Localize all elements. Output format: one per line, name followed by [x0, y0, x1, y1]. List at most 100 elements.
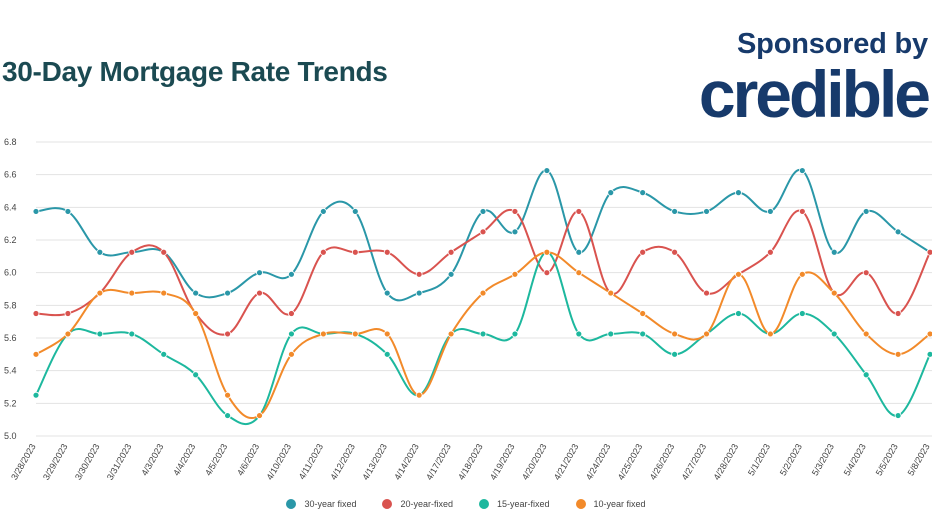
- data-point-30-year-fixed: [256, 269, 263, 277]
- data-point-20-year-fixed: [319, 248, 327, 256]
- sponsor-block: Sponsored by credible: [698, 28, 931, 131]
- data-point-10-year-fixed: [639, 310, 647, 317]
- data-point-10-year-fixed: [319, 330, 327, 338]
- x-tick-label: 5/4/2023: [842, 442, 868, 477]
- data-point-10-year-fixed: [830, 289, 838, 297]
- data-point-10-year-fixed: [735, 270, 742, 278]
- data-point-20-year-fixed: [926, 248, 932, 256]
- y-tick-label: 5.8: [4, 300, 17, 310]
- data-point-20-year-fixed: [128, 248, 136, 256]
- x-tick-label: 5/3/2023: [810, 442, 836, 477]
- data-point-30-year-fixed: [798, 167, 806, 174]
- data-point-30-year-fixed: [766, 208, 774, 215]
- y-tick-label: 5.0: [4, 431, 17, 441]
- data-point-20-year-fixed: [447, 248, 455, 256]
- data-point-20-year-fixed: [862, 269, 870, 277]
- x-tick-label: 5/1/2023: [746, 442, 772, 477]
- sponsor-text: Sponsored by: [737, 28, 928, 60]
- data-point-30-year-fixed: [224, 289, 231, 297]
- data-point-15-year-fixed: [511, 330, 519, 338]
- data-point-30-year-fixed: [703, 208, 710, 215]
- legend-item-15-year-fixed[interactable]: 15-year-fixed: [479, 499, 550, 509]
- data-point-20-year-fixed: [543, 269, 551, 277]
- y-tick-label: 6.8: [4, 137, 17, 147]
- x-tick-label: 3/31/2023: [105, 442, 134, 482]
- data-point-10-year-fixed: [160, 289, 168, 297]
- data-point-15-year-fixed: [639, 330, 647, 338]
- data-point-20-year-fixed: [32, 310, 40, 317]
- data-point-30-year-fixed: [319, 208, 327, 215]
- x-tick-label: 4/20/2023: [520, 442, 549, 482]
- data-point-15-year-fixed: [160, 350, 168, 358]
- data-point-20-year-fixed: [224, 330, 231, 338]
- chart-legend: 30-year fixed 20-year-fixed 15-year-fixed 1…: [0, 499, 932, 509]
- x-tick-label: 4/19/2023: [488, 442, 517, 482]
- x-tick-label: 3/30/2023: [73, 442, 102, 482]
- data-point-10-year-fixed: [256, 412, 263, 419]
- x-tick-label: 4/14/2023: [392, 442, 421, 482]
- legend-item-30-year-fixed[interactable]: 30-year fixed: [286, 499, 356, 509]
- data-point-20-year-fixed: [639, 248, 647, 256]
- legend-label: 15-year-fixed: [497, 499, 550, 509]
- data-point-10-year-fixed: [479, 289, 487, 297]
- legend-label: 10-year fixed: [593, 499, 646, 509]
- legend-marker-30-year-fixed: [286, 499, 297, 509]
- x-tick-label: 4/27/2023: [680, 442, 709, 482]
- data-point-10-year-fixed: [926, 330, 932, 338]
- data-point-15-year-fixed: [575, 330, 583, 338]
- x-tick-label: 5/8/2023: [906, 442, 932, 477]
- legend-label: 20-year-fixed: [400, 499, 453, 509]
- data-point-10-year-fixed: [511, 270, 519, 278]
- data-point-20-year-fixed: [671, 248, 678, 256]
- y-tick-label: 5.2: [4, 398, 17, 408]
- data-point-30-year-fixed: [639, 189, 647, 197]
- data-point-30-year-fixed: [830, 248, 838, 256]
- data-point-20-year-fixed: [288, 310, 295, 317]
- y-tick-label: 6.2: [4, 235, 17, 245]
- legend-item-20-year-fixed[interactable]: 20-year-fixed: [382, 499, 453, 509]
- data-point-30-year-fixed: [511, 228, 519, 236]
- legend-marker-20-year-fixed: [382, 499, 393, 509]
- data-point-20-year-fixed: [766, 248, 774, 256]
- data-point-10-year-fixed: [415, 391, 423, 399]
- x-tick-label: 4/21/2023: [552, 442, 581, 482]
- x-tick-label: 4/26/2023: [648, 442, 677, 482]
- data-point-30-year-fixed: [32, 208, 40, 215]
- x-tick-label: 4/13/2023: [360, 442, 389, 482]
- data-point-15-year-fixed: [479, 330, 487, 338]
- data-point-30-year-fixed: [192, 289, 200, 297]
- x-tick-label: 5/2/2023: [778, 442, 804, 477]
- data-point-30-year-fixed: [671, 208, 678, 215]
- data-point-15-year-fixed: [224, 412, 231, 419]
- x-tick-label: 3/28/2023: [9, 442, 38, 482]
- data-point-20-year-fixed: [64, 310, 72, 317]
- data-point-10-year-fixed: [383, 330, 391, 338]
- y-tick-label: 6.4: [4, 202, 17, 212]
- data-point-15-year-fixed: [383, 350, 391, 358]
- data-point-15-year-fixed: [32, 391, 40, 399]
- data-point-10-year-fixed: [351, 330, 359, 338]
- data-point-30-year-fixed: [383, 289, 391, 297]
- legend-label: 30-year fixed: [304, 499, 357, 509]
- x-tick-label: 3/29/2023: [41, 442, 70, 482]
- y-tick-label: 6.0: [4, 268, 17, 278]
- data-point-15-year-fixed: [96, 330, 104, 338]
- data-point-20-year-fixed: [383, 248, 391, 256]
- x-tick-label: 4/18/2023: [456, 442, 485, 482]
- data-point-30-year-fixed: [575, 248, 583, 256]
- data-point-15-year-fixed: [798, 310, 806, 317]
- data-point-20-year-fixed: [703, 289, 710, 297]
- data-point-10-year-fixed: [224, 391, 231, 399]
- data-point-20-year-fixed: [894, 310, 902, 317]
- legend-marker-15-year-fixed: [479, 499, 489, 509]
- data-point-20-year-fixed: [415, 270, 423, 278]
- data-point-15-year-fixed: [926, 350, 932, 358]
- data-point-15-year-fixed: [735, 310, 742, 317]
- data-point-10-year-fixed: [766, 330, 774, 338]
- data-point-20-year-fixed: [798, 208, 806, 215]
- legend-item-10-year-fixed[interactable]: 10-year fixed: [575, 499, 646, 509]
- credible-logo: credible: [698, 57, 931, 131]
- data-point-20-year-fixed: [479, 228, 487, 236]
- x-tick-label: 4/24/2023: [584, 442, 613, 482]
